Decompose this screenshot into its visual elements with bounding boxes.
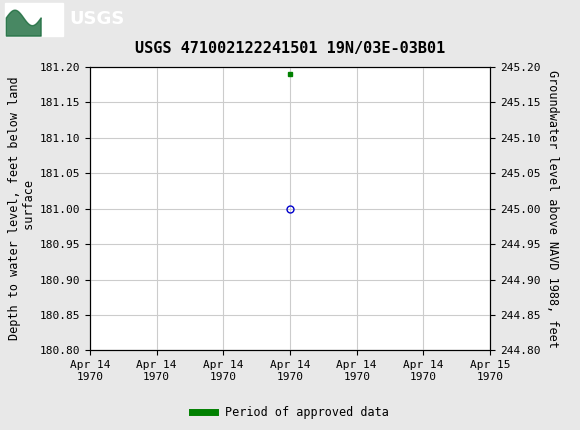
Text: USGS: USGS [70, 10, 125, 28]
Legend: Period of approved data: Period of approved data [187, 402, 393, 424]
Y-axis label: Depth to water level, feet below land
 surface: Depth to water level, feet below land su… [8, 77, 35, 341]
Y-axis label: Groundwater level above NAVD 1988, feet: Groundwater level above NAVD 1988, feet [546, 70, 559, 347]
FancyBboxPatch shape [5, 3, 63, 36]
Text: USGS 471002122241501 19N/03E-03B01: USGS 471002122241501 19N/03E-03B01 [135, 41, 445, 56]
